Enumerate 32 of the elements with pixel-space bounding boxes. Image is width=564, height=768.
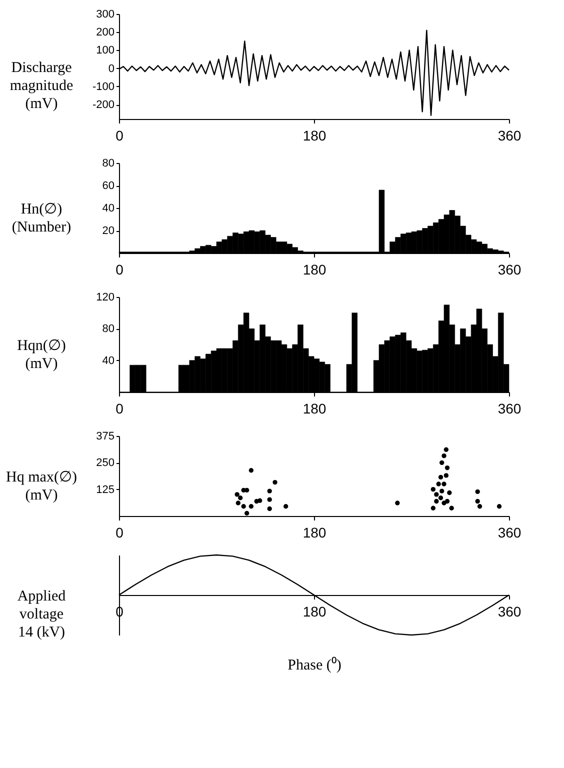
- y-tick-label: 80: [102, 323, 114, 336]
- y-axis-title: Applied voltage 14 (kV): [17, 588, 66, 640]
- y-axis-title: Hn(∅) (Number): [12, 202, 72, 236]
- x-tick-label: 180: [302, 400, 326, 416]
- x-tick-label: 180: [302, 128, 326, 144]
- y-tick-label: 200: [96, 26, 114, 39]
- x-axis-title: Phase (⁰): [288, 656, 342, 674]
- y-tick-label: 80: [102, 158, 114, 170]
- y-tick-label: 20: [102, 225, 114, 237]
- y-tick-label: 125: [96, 484, 114, 496]
- y-tick-label: 40: [102, 202, 114, 214]
- y-axis-title: Discharge magnitude (mV): [10, 60, 74, 112]
- y-tick-label: 40: [102, 354, 114, 367]
- y-tick-label: -100: [92, 80, 114, 93]
- x-tick-label: 180: [302, 524, 326, 540]
- x-tick-label: 360: [498, 604, 522, 620]
- x-tick-label: 180: [302, 262, 326, 278]
- y-tick-label: 120: [96, 292, 114, 304]
- x-tick-label: 180: [302, 604, 326, 620]
- y-tick-label: 375: [96, 430, 114, 442]
- y-axis-title: Hq max(∅) (mV): [6, 470, 77, 504]
- x-tick-label: 360: [498, 262, 522, 278]
- x-tick-label: 360: [498, 400, 522, 416]
- y-tick-label: 60: [102, 180, 114, 192]
- x-tick-label: 360: [498, 524, 522, 540]
- y-tick-label: 300: [96, 8, 114, 20]
- x-tick-label: 360: [498, 128, 522, 144]
- y-tick-label: 100: [96, 44, 114, 57]
- y-tick-label: 0: [108, 62, 114, 75]
- y-tick-label: -200: [92, 99, 114, 112]
- y-axis-title: Hqn(∅) (mV): [17, 338, 66, 372]
- y-tick-label: 250: [96, 457, 114, 470]
